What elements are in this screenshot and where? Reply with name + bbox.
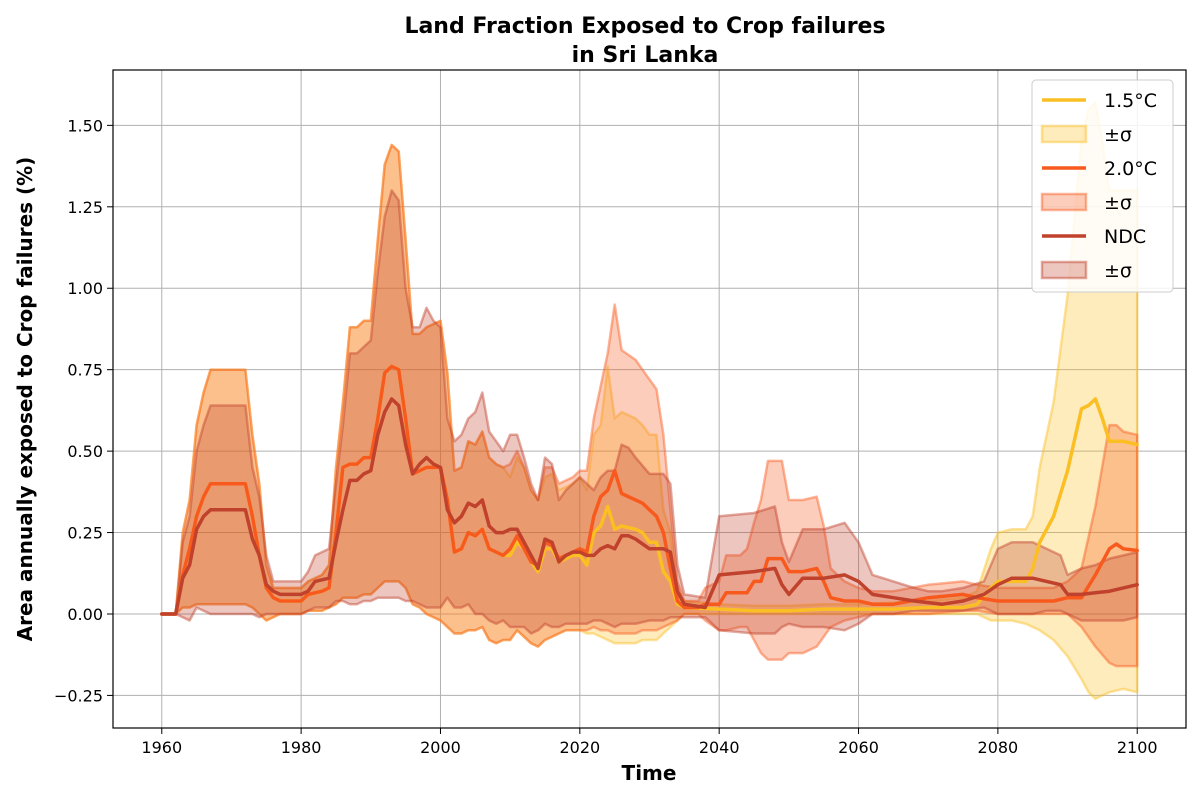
y-axis-label: Area annually exposed to Crop failures (… bbox=[13, 157, 37, 642]
legend-swatch-band bbox=[1040, 192, 1088, 212]
legend-entry-label: ±σ bbox=[1104, 124, 1132, 146]
legend-entry-label: 2.0°C bbox=[1104, 158, 1157, 180]
x-tick-label: 2100 bbox=[1117, 738, 1158, 757]
y-tick-label: 1.00 bbox=[67, 279, 103, 298]
x-tick-label: 2060 bbox=[838, 738, 879, 757]
x-tick-label: 1960 bbox=[141, 738, 182, 757]
y-tick-label: 0.00 bbox=[67, 605, 103, 624]
legend-swatch-band bbox=[1040, 124, 1088, 144]
chart-title: Land Fraction Exposed to Crop failures bbox=[404, 14, 885, 39]
y-axis-ticks: −0.25 0.00 0.25 0.50 0.75 1.00 1.25 1.50 bbox=[54, 116, 113, 705]
series-lines bbox=[160, 364, 1139, 616]
y-tick-label: 0.75 bbox=[67, 361, 103, 380]
x-axis-label: Time bbox=[622, 761, 677, 785]
legend-entry-label: NDC bbox=[1104, 226, 1146, 248]
legend-swatch-band bbox=[1040, 260, 1088, 280]
x-tick-label: 2080 bbox=[978, 738, 1019, 757]
band-15c bbox=[160, 101, 1139, 700]
legend-entry-label: ±σ bbox=[1104, 260, 1132, 282]
plot-frame bbox=[112, 69, 1187, 729]
line-ndc bbox=[160, 397, 1139, 616]
x-tick-label: 1980 bbox=[281, 738, 322, 757]
x-tick-label: 2020 bbox=[559, 738, 600, 757]
legend-entry-label: ±σ bbox=[1104, 192, 1132, 214]
y-tick-label: 0.25 bbox=[67, 524, 103, 543]
y-tick-label: 1.25 bbox=[67, 198, 103, 217]
uncertainty-bands bbox=[160, 101, 1139, 700]
chart-subtitle: in Sri Lanka bbox=[572, 43, 719, 68]
x-axis-ticks: 1960 1980 2000 2020 2040 2060 2080 2100 bbox=[141, 728, 1158, 757]
legend: 1.5°C ±σ 2.0°C ±σ NDC ±σ bbox=[1031, 79, 1174, 293]
x-tick-label: 2040 bbox=[699, 738, 740, 757]
x-tick-label: 2000 bbox=[420, 738, 461, 757]
y-tick-label: 1.50 bbox=[67, 116, 103, 135]
legend-box bbox=[1031, 79, 1174, 293]
legend-entry-label: 1.5°C bbox=[1104, 90, 1157, 112]
y-tick-label: 0.50 bbox=[67, 442, 103, 461]
y-tick-label: −0.25 bbox=[54, 686, 103, 705]
grid bbox=[113, 70, 1186, 728]
